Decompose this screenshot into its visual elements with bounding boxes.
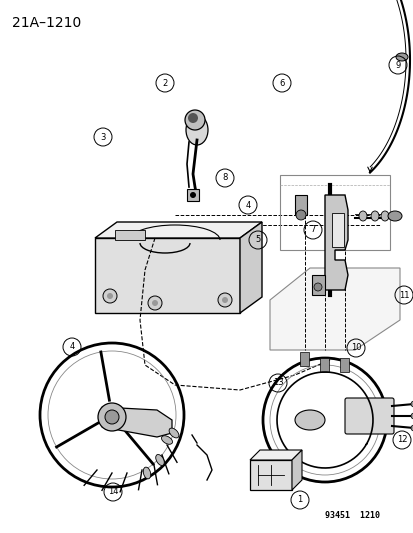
- Ellipse shape: [387, 211, 401, 221]
- Circle shape: [98, 403, 126, 431]
- Circle shape: [105, 410, 119, 424]
- Text: 6: 6: [279, 78, 284, 87]
- Polygon shape: [269, 268, 399, 350]
- Ellipse shape: [370, 211, 378, 221]
- Bar: [319, 358, 328, 372]
- Bar: [249, 460, 291, 490]
- Circle shape: [152, 300, 158, 306]
- Polygon shape: [249, 450, 301, 460]
- Circle shape: [221, 297, 228, 303]
- Polygon shape: [102, 407, 171, 437]
- Circle shape: [107, 293, 113, 299]
- Circle shape: [218, 293, 231, 307]
- Polygon shape: [291, 450, 301, 490]
- Circle shape: [103, 289, 117, 303]
- Circle shape: [313, 283, 321, 291]
- FancyBboxPatch shape: [344, 398, 393, 434]
- Text: 21A–1210: 21A–1210: [12, 16, 81, 30]
- Text: 11: 11: [398, 290, 408, 300]
- Text: 4: 4: [69, 343, 74, 351]
- Ellipse shape: [185, 115, 207, 145]
- Text: 10: 10: [350, 343, 361, 352]
- Polygon shape: [240, 222, 261, 313]
- Polygon shape: [311, 275, 324, 295]
- Text: 5: 5: [255, 236, 260, 245]
- Text: 3: 3: [100, 133, 105, 141]
- Ellipse shape: [380, 211, 388, 221]
- Ellipse shape: [395, 53, 407, 61]
- Bar: [299, 352, 308, 366]
- Circle shape: [190, 192, 195, 198]
- Polygon shape: [324, 195, 347, 290]
- Ellipse shape: [143, 467, 150, 479]
- Ellipse shape: [169, 428, 178, 438]
- Polygon shape: [95, 222, 261, 238]
- Bar: [187, 189, 199, 201]
- Ellipse shape: [358, 211, 366, 221]
- Text: 1: 1: [297, 496, 302, 505]
- Text: 8: 8: [222, 174, 227, 182]
- Ellipse shape: [161, 436, 172, 445]
- Ellipse shape: [294, 410, 324, 430]
- Circle shape: [410, 401, 413, 407]
- Text: 13: 13: [272, 378, 282, 387]
- Text: 93451  1210: 93451 1210: [324, 511, 379, 520]
- Bar: [339, 358, 348, 372]
- Circle shape: [295, 210, 305, 220]
- Ellipse shape: [155, 455, 164, 465]
- Circle shape: [410, 425, 413, 431]
- Text: 12: 12: [396, 435, 406, 445]
- Text: 14: 14: [107, 488, 118, 497]
- Bar: [294, 195, 306, 215]
- Circle shape: [410, 413, 413, 419]
- Text: 7: 7: [310, 225, 315, 235]
- Circle shape: [185, 110, 204, 130]
- Circle shape: [147, 296, 161, 310]
- Text: 2: 2: [162, 78, 167, 87]
- Bar: [115, 230, 145, 240]
- Circle shape: [188, 113, 197, 123]
- Text: 4: 4: [245, 200, 250, 209]
- Text: 9: 9: [394, 61, 400, 69]
- Polygon shape: [331, 213, 343, 247]
- Polygon shape: [95, 238, 240, 313]
